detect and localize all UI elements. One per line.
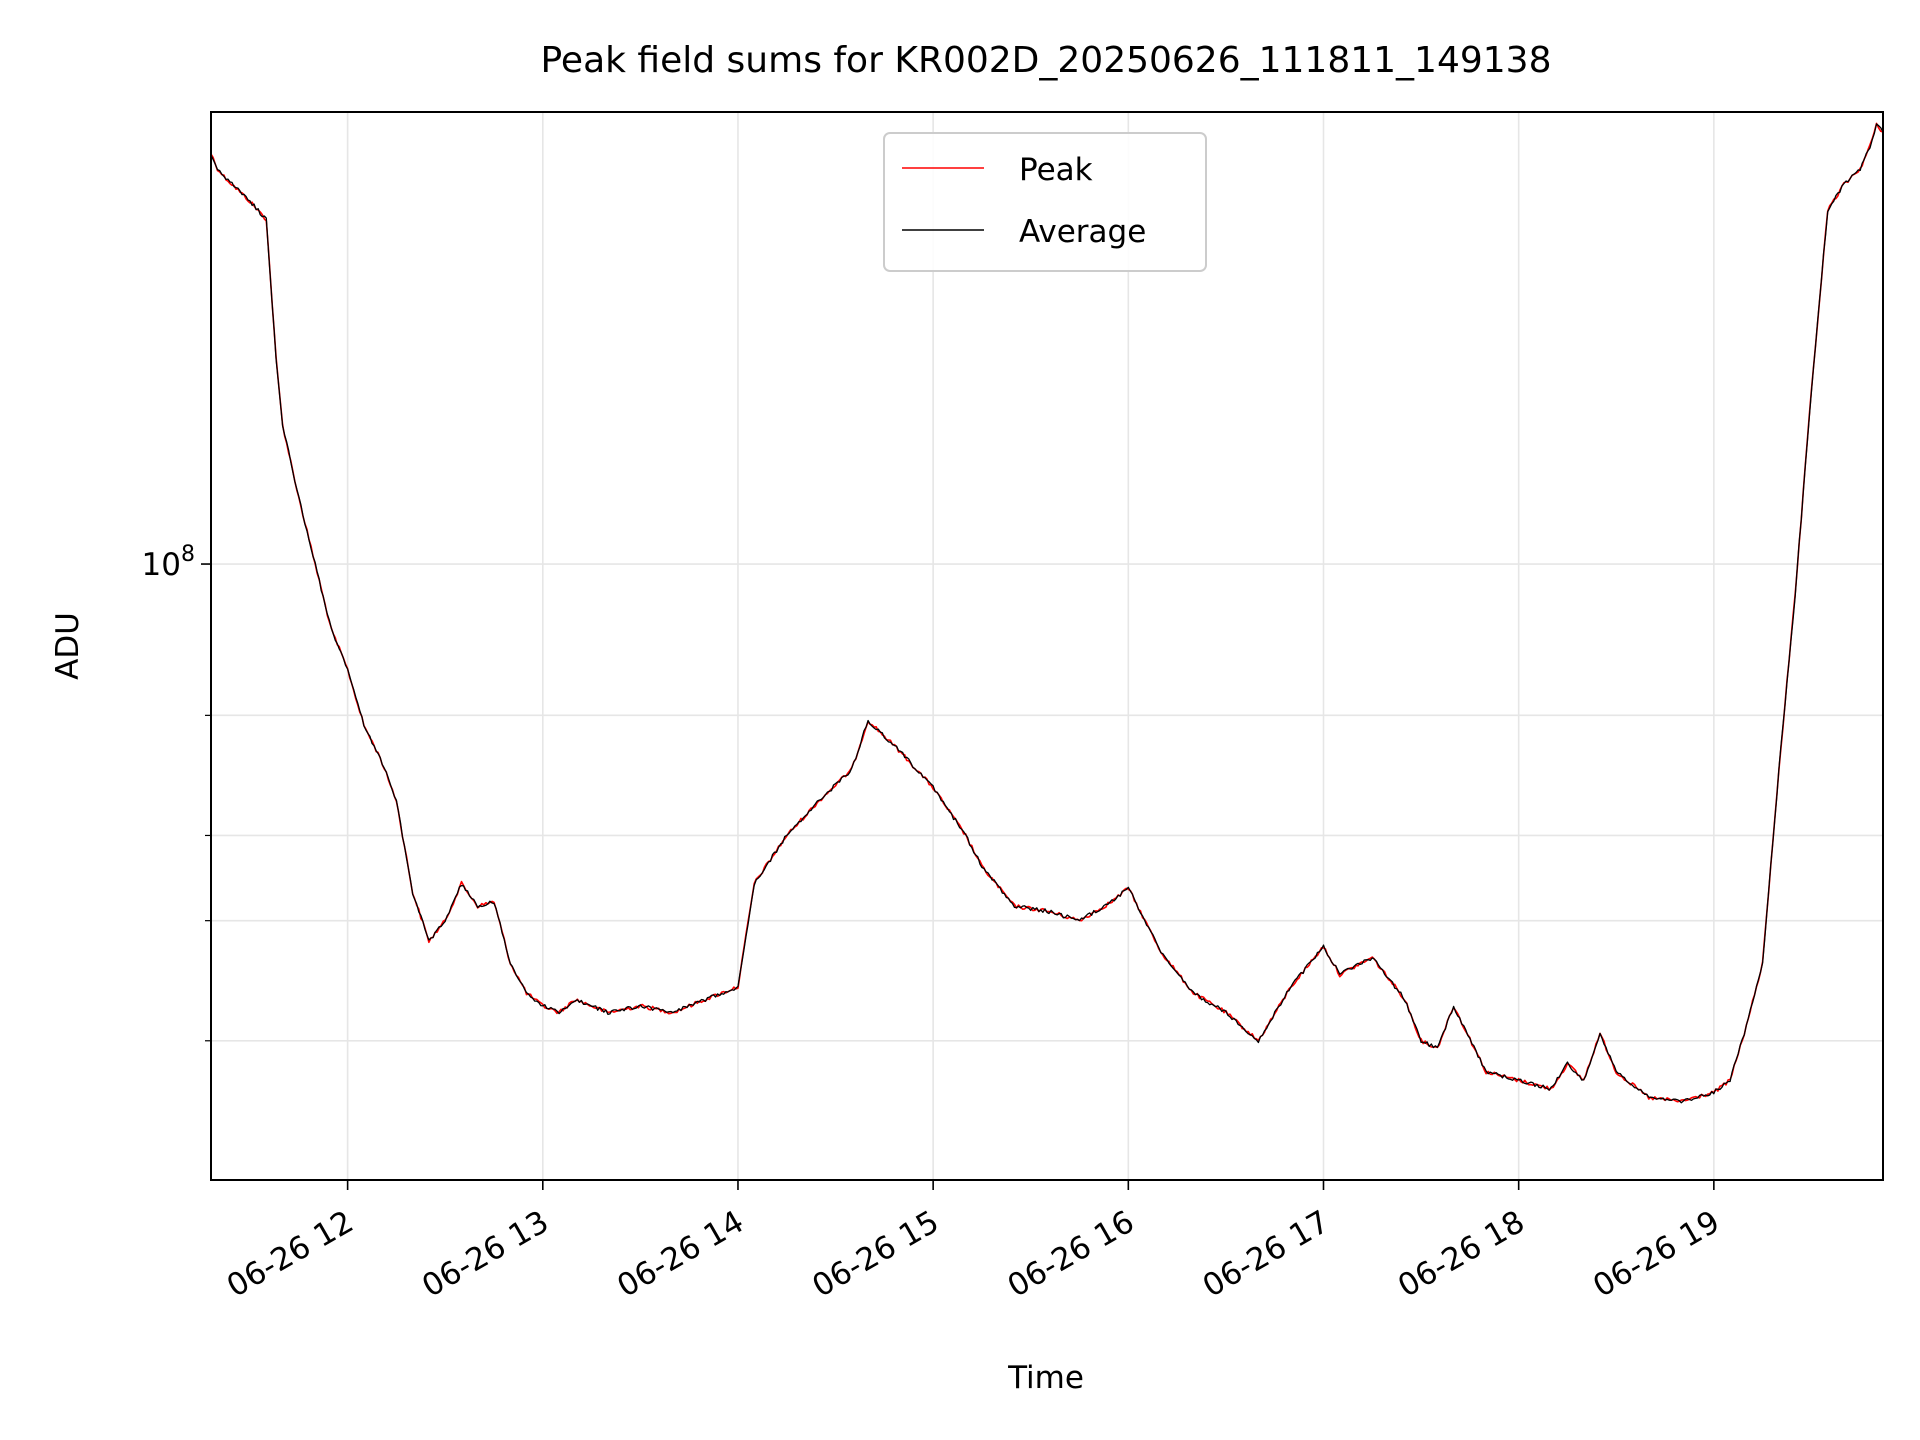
- series-line-average: [210, 123, 1884, 1104]
- legend-label-average: Average: [1019, 214, 1146, 250]
- y-axis-label: ADU: [50, 612, 86, 680]
- y-tick-label: 108: [142, 542, 195, 583]
- series-layer: [210, 122, 1884, 1104]
- legend: Peak Average: [883, 132, 1207, 272]
- chart-title: Peak field sums for KR002D_20250626_1118…: [541, 40, 1552, 81]
- plot-frame: [210, 111, 1884, 1181]
- legend-label-peak: Peak: [1019, 152, 1093, 188]
- x-axis-label: Time: [1007, 1360, 1084, 1396]
